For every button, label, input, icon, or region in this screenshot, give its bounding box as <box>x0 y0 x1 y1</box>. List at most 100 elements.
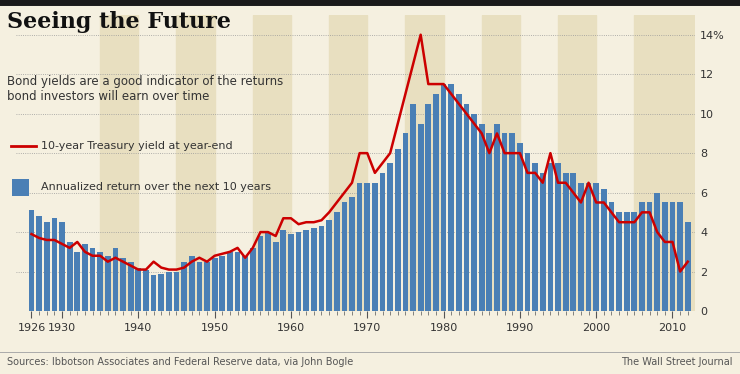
Bar <box>296 232 301 311</box>
Bar <box>329 15 367 311</box>
Bar <box>479 123 485 311</box>
Bar <box>647 202 653 311</box>
Bar <box>242 256 248 311</box>
Bar <box>532 163 538 311</box>
Bar <box>357 183 363 311</box>
Bar <box>494 123 500 311</box>
Bar <box>509 134 515 311</box>
Bar <box>100 15 138 311</box>
Bar <box>425 104 431 311</box>
Bar <box>303 230 309 311</box>
Bar <box>265 232 271 311</box>
Text: Annualized return over the next 10 years: Annualized return over the next 10 years <box>41 182 271 192</box>
Bar <box>29 210 34 311</box>
Bar <box>341 202 347 311</box>
Bar <box>197 262 202 311</box>
Bar <box>67 242 73 311</box>
Bar <box>406 15 443 311</box>
Bar <box>517 143 522 311</box>
Bar <box>558 15 596 311</box>
Text: The Wall Street Journal: The Wall Street Journal <box>621 356 733 367</box>
Bar <box>380 173 386 311</box>
Bar <box>36 216 42 311</box>
Bar <box>624 212 630 311</box>
Bar <box>548 163 554 311</box>
Bar <box>372 183 377 311</box>
Bar <box>75 252 80 311</box>
Bar <box>128 262 133 311</box>
Bar <box>525 153 531 311</box>
Bar <box>654 193 660 311</box>
Bar <box>563 173 568 311</box>
Bar <box>90 248 95 311</box>
Bar <box>677 202 683 311</box>
Bar <box>98 252 103 311</box>
Bar <box>502 134 508 311</box>
Bar <box>181 262 187 311</box>
Bar <box>578 183 584 311</box>
Bar <box>143 270 149 311</box>
Bar <box>174 272 179 311</box>
Text: Sources: Ibbotson Associates and Federal Reserve data, via John Bogle: Sources: Ibbotson Associates and Federal… <box>7 356 354 367</box>
Bar <box>585 183 591 311</box>
Bar <box>593 183 599 311</box>
Bar <box>441 84 446 311</box>
Bar <box>253 15 291 311</box>
Bar <box>571 173 576 311</box>
Bar <box>616 212 622 311</box>
Bar <box>326 220 332 311</box>
Bar <box>403 134 408 311</box>
Text: Seeing the Future: Seeing the Future <box>7 11 232 33</box>
Bar <box>105 256 111 311</box>
Bar <box>639 202 645 311</box>
Bar <box>410 104 416 311</box>
Bar <box>250 248 255 311</box>
Bar <box>670 202 676 311</box>
Bar <box>52 218 57 311</box>
Bar <box>662 202 667 311</box>
Bar <box>204 262 210 311</box>
Bar <box>634 15 696 311</box>
Bar <box>220 256 225 311</box>
Bar <box>486 134 492 311</box>
Bar <box>608 202 614 311</box>
Bar <box>288 234 294 311</box>
Bar <box>433 94 439 311</box>
Bar <box>120 258 126 311</box>
Text: 10-year Treasury yield at year-end: 10-year Treasury yield at year-end <box>41 141 232 151</box>
Bar <box>176 15 215 311</box>
Bar <box>601 188 607 311</box>
Bar <box>685 222 690 311</box>
Bar <box>235 252 241 311</box>
Bar <box>311 228 317 311</box>
Bar <box>280 230 286 311</box>
Bar <box>334 212 340 311</box>
Bar <box>59 222 65 311</box>
Bar <box>463 104 469 311</box>
Bar <box>166 272 172 311</box>
Bar <box>448 84 454 311</box>
Bar <box>387 163 393 311</box>
Bar <box>555 163 561 311</box>
Bar <box>364 183 370 311</box>
Bar <box>349 197 355 311</box>
Bar <box>395 149 400 311</box>
Bar <box>258 236 263 311</box>
Bar <box>456 94 462 311</box>
Bar <box>189 256 195 311</box>
Bar <box>135 268 141 311</box>
Bar <box>482 15 520 311</box>
Bar <box>319 226 324 311</box>
Bar <box>44 222 50 311</box>
Bar <box>158 273 164 311</box>
Bar <box>82 244 88 311</box>
Bar <box>540 173 545 311</box>
Bar <box>418 123 423 311</box>
Bar <box>112 248 118 311</box>
Bar <box>631 212 637 311</box>
Bar <box>273 242 278 311</box>
Bar <box>212 258 218 311</box>
Bar <box>227 252 233 311</box>
Bar <box>471 114 477 311</box>
Text: Bond yields are a good indicator of the returns
bond investors will earn over ti: Bond yields are a good indicator of the … <box>7 75 283 103</box>
